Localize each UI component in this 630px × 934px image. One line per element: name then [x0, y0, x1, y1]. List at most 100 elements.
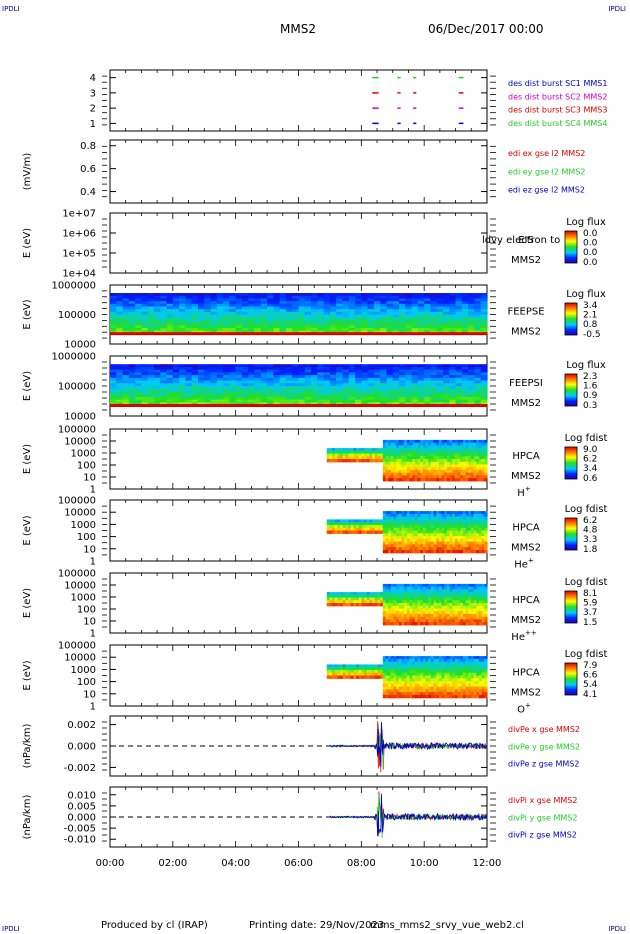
heatmap-cell: [393, 478, 397, 482]
heatmap-cell: [422, 439, 427, 444]
heatmap-cell: [336, 380, 344, 384]
heatmap-cell: [412, 538, 416, 543]
heatmap-cell: [329, 391, 337, 395]
heatmap-cell: [444, 544, 448, 548]
heatmap-cell: [406, 472, 411, 476]
heatmap-cell: [444, 530, 448, 534]
heatmap-cell: [462, 603, 467, 607]
heatmap-cell: [172, 325, 180, 329]
heatmap-cell: [385, 589, 389, 593]
heatmap-cell: [480, 322, 488, 326]
heatmap-cell: [465, 519, 469, 523]
heatmap-cell: [372, 459, 376, 463]
heatmap-cell: [476, 439, 480, 444]
heatmap-cell: [204, 404, 212, 407]
heatmap-cell: [361, 396, 369, 401]
heatmap-cell: [420, 530, 424, 534]
heatmap-cell: [460, 619, 464, 623]
heatmap-cell: [478, 459, 483, 463]
heatmap-cell: [449, 380, 457, 384]
heatmap-cell: [441, 445, 445, 449]
heatmap-cell: [404, 594, 408, 599]
heatmap-cell: [361, 453, 365, 457]
heatmap-cell: [430, 311, 438, 316]
heatmap-cell: [285, 394, 293, 398]
heatmap-cell: [326, 519, 331, 523]
heatmap-cell: [441, 616, 445, 620]
heatmap-cell: [382, 611, 387, 615]
heatmap-cell: [116, 293, 124, 297]
heatmap-cell: [441, 467, 445, 471]
heatmap-cell: [348, 319, 356, 324]
heatmap-cell: [414, 450, 419, 455]
heatmap-cell: [185, 369, 193, 373]
heatmap-cell: [473, 478, 477, 482]
heatmap-cell: [420, 613, 424, 618]
heatmap-cell: [406, 611, 411, 615]
heatmap-cell: [449, 519, 453, 523]
heatmap-cell: [380, 322, 388, 326]
heatmap-cell: [470, 538, 475, 543]
heatmap-cell: [345, 530, 349, 534]
heatmap-cell: [388, 533, 392, 537]
heatmap-cell: [267, 295, 274, 300]
heatmap-cell: [153, 309, 161, 313]
heatmap-cell: [452, 450, 456, 455]
heatmap-cell: [438, 592, 443, 596]
heatmap-cell: [336, 303, 344, 308]
heatmap-cell: [216, 332, 224, 336]
heatmap-cell: [369, 672, 373, 677]
heatmap-cell: [197, 404, 205, 407]
heatmap-cell: [414, 445, 419, 449]
heatmap-cell: [311, 325, 318, 329]
heatmap-cell: [254, 388, 262, 393]
heatmap-cell: [128, 404, 136, 407]
heatmap-cell: [478, 445, 483, 449]
heatmap-cell: [393, 536, 397, 540]
heatmap-cell: [342, 319, 350, 324]
heatmap-cell: [461, 325, 469, 329]
heatmap-cell: [390, 667, 395, 671]
heatmap-cell: [476, 589, 480, 593]
heatmap-cell: [298, 377, 306, 382]
heatmap-cell: [473, 456, 477, 460]
heatmap-cell: [216, 372, 224, 376]
heatmap-cell: [406, 461, 411, 466]
heatmap-cell: [329, 369, 337, 373]
heatmap-cell: [460, 459, 464, 463]
heatmap-cell: [405, 388, 413, 393]
heatmap-cell: [210, 298, 218, 302]
heatmap-cell: [353, 448, 357, 452]
heatmap-cell: [422, 592, 427, 596]
heatmap-cell: [179, 375, 186, 379]
heatmap-cell: [185, 383, 193, 387]
heatmap-cell: [122, 295, 130, 300]
heatmap-cell: [298, 314, 306, 318]
heatmap-cell: [216, 317, 224, 321]
heatmap-cell: [438, 469, 443, 474]
heatmap-cell: [417, 322, 425, 326]
heatmap-cell: [438, 475, 443, 479]
heatmap-cell: [373, 366, 381, 371]
heatmap-cell: [235, 317, 243, 321]
heatmap-cell: [428, 603, 432, 607]
heatmap-cell: [191, 369, 199, 373]
heatmap-cell: [406, 600, 411, 604]
heatmap-cell: [377, 524, 381, 529]
heatmap-cell: [465, 538, 469, 543]
heatmap-cell: [166, 380, 174, 384]
heatmap-cell: [411, 311, 419, 316]
heatmap-cell: [304, 332, 312, 336]
heatmap-cell: [311, 322, 318, 326]
heatmap-cell: [436, 453, 440, 457]
heatmap-cell: [406, 608, 411, 612]
heatmap-cell: [380, 293, 388, 297]
heatmap-cell: [465, 608, 469, 612]
heatmap-cell: [172, 311, 180, 316]
heatmap-cell: [428, 522, 432, 526]
heatmap-cell: [481, 533, 485, 537]
heatmap-cell: [172, 399, 180, 403]
heatmap-cell: [461, 293, 469, 297]
heatmap-cell: [116, 317, 124, 321]
heatmap-cell: [436, 380, 444, 384]
